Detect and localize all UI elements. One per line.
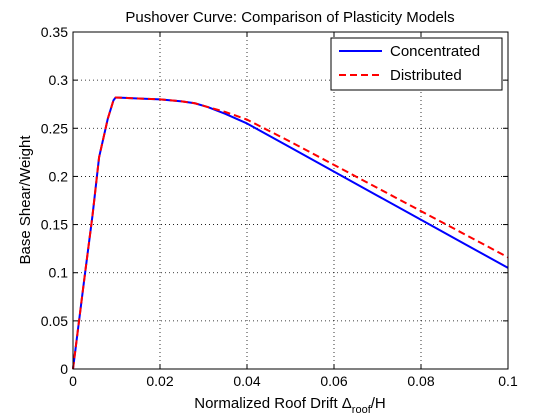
x-tick-label: 0.02 (146, 373, 173, 389)
y-axis-label: Base Shear/Weight (17, 135, 34, 265)
axis-ticks: 0 0.02 0.04 0.06 0.08 0.1 0 0.05 0.1 0.15 0.2 0.25 0… (41, 24, 518, 389)
legend: Concentrated Distributed (330, 37, 503, 91)
y-tick-label: 0.1 (49, 265, 69, 281)
x-axis-label-subscript: roof (352, 404, 372, 416)
y-tick-label: 0.05 (41, 313, 68, 329)
chart-title: Pushover Curve: Comparison of Plasticity… (125, 9, 454, 26)
series-line-concentrated (72, 96, 509, 370)
y-tick-label: 0.3 (49, 72, 69, 88)
series-line-distributed (72, 96, 509, 370)
y-tick-label: 0.25 (41, 120, 68, 136)
y-tick-label: 0.15 (41, 217, 68, 233)
x-tick-label: 0.06 (320, 373, 347, 389)
legend-label-concentrated: Concentrated (390, 43, 480, 60)
series-layer (72, 96, 509, 370)
x-axis-label-suffix: /H (371, 395, 386, 412)
x-tick-label: 0.08 (407, 373, 434, 389)
legend-label-distributed: Distributed (390, 67, 462, 84)
legend-box (330, 37, 503, 91)
x-axis-label: Normalized Roof Drift Δroof/H (194, 395, 386, 416)
x-tick-label: 0 (69, 373, 77, 389)
y-tick-label: 0.2 (49, 168, 69, 184)
x-tick-label: 0.04 (233, 373, 260, 389)
plot-frame (72, 31, 509, 370)
y-tick-label: 0 (60, 361, 68, 377)
x-axis-label-main: Normalized Roof Drift Δ (194, 395, 352, 412)
y-tick-label: 0.35 (41, 24, 68, 40)
x-tick-label: 0.1 (498, 373, 518, 389)
